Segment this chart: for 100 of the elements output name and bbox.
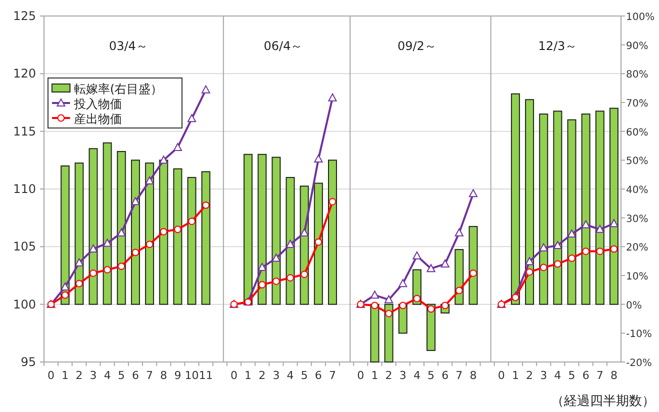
- bar: [272, 156, 281, 305]
- point: [159, 156, 168, 164]
- y2-tick-label: 70%: [626, 98, 648, 110]
- y-tick-label: 115: [13, 124, 36, 138]
- y2-tick-label: 60%: [626, 127, 648, 138]
- point: [413, 294, 421, 302]
- x-tick-label: 4: [286, 369, 294, 382]
- bar: [539, 114, 548, 305]
- y2-tick-label: 40%: [626, 185, 648, 196]
- x-tick-label: 3: [540, 369, 548, 382]
- bar: [159, 160, 168, 305]
- point: [188, 218, 196, 225]
- y2-tick-label: -20%: [626, 358, 652, 369]
- point: [568, 254, 576, 262]
- point: [75, 280, 83, 288]
- y2-tick-label: 100%: [626, 12, 655, 23]
- point: [610, 245, 618, 253]
- point: [272, 278, 280, 285]
- legend-label: 投入物価: [73, 97, 122, 111]
- bar: [286, 176, 295, 305]
- annotation: 06/4～: [264, 39, 303, 53]
- point: [553, 241, 562, 250]
- bar: [130, 160, 140, 305]
- y-tick-label: 100: [13, 297, 36, 312]
- x-tick-label: 6: [582, 369, 590, 382]
- point: [441, 302, 449, 310]
- y2-tick-label: -10%: [626, 329, 652, 340]
- bar: [244, 154, 253, 305]
- bar: [595, 110, 604, 305]
- x-tick-label: 7: [329, 369, 336, 382]
- bar: [102, 142, 112, 305]
- point: [371, 302, 378, 310]
- point: [258, 262, 266, 271]
- annotation: 12/3～: [538, 39, 578, 53]
- bar: [173, 168, 182, 305]
- x-tick-label: 1: [244, 369, 252, 382]
- point: [286, 274, 294, 282]
- x-tick-label: 3: [90, 369, 97, 382]
- bar: [328, 160, 337, 305]
- x-tick-label: 9: [174, 369, 182, 382]
- x-tick-label: 7: [596, 369, 604, 382]
- x-tick-label: 8: [160, 369, 168, 382]
- point: [582, 248, 590, 255]
- y-tick-label: 120: [13, 66, 36, 81]
- point: [554, 260, 562, 268]
- x-tick-label: 11: [198, 369, 213, 382]
- y2-tick-label: 20%: [626, 242, 648, 254]
- y2-tick-label: 30%: [626, 214, 648, 225]
- x-tick-label: 4: [554, 369, 562, 382]
- x-tick-label: 10: [184, 369, 199, 382]
- y2-tick-label: 90%: [626, 40, 648, 52]
- point: [455, 286, 463, 294]
- point: [399, 302, 407, 310]
- point: [525, 257, 534, 266]
- point: [146, 240, 154, 248]
- point: [582, 220, 590, 228]
- x-tick-label: 8: [470, 369, 477, 382]
- x-tick-label: 7: [456, 369, 463, 382]
- x-tick-label: 2: [258, 369, 266, 382]
- y-tick-label: 125: [13, 9, 36, 23]
- point: [314, 238, 322, 246]
- point: [61, 291, 69, 299]
- point: [384, 295, 394, 304]
- point: [187, 114, 196, 122]
- point: [160, 228, 168, 236]
- x-tick-label: 1: [62, 369, 69, 382]
- y2-tick-label: 50%: [626, 156, 648, 168]
- legend-label: 産出物価: [74, 112, 122, 126]
- bar: [314, 182, 323, 305]
- point: [539, 243, 548, 252]
- point: [426, 264, 436, 272]
- point: [103, 238, 112, 247]
- point: [427, 305, 435, 313]
- point: [286, 240, 295, 248]
- point: [328, 93, 337, 102]
- y-tick-label: 110: [13, 182, 36, 196]
- point: [117, 228, 126, 236]
- y2-tick-label: 80%: [626, 70, 648, 81]
- point: [145, 176, 154, 184]
- bar: [581, 114, 590, 305]
- x-axis-title: （経過四半期数）: [551, 394, 655, 409]
- point: [74, 258, 84, 266]
- bar: [74, 162, 84, 305]
- x-tick-label: 4: [413, 369, 420, 382]
- x-tick-label: 3: [272, 369, 280, 382]
- x-tick-label: 1: [371, 369, 378, 382]
- point: [88, 244, 98, 252]
- x-tick-label: 5: [568, 369, 576, 382]
- x-tick-label: 7: [146, 369, 154, 382]
- point: [385, 310, 392, 318]
- bar: [609, 108, 618, 305]
- x-tick-label: 5: [118, 369, 125, 382]
- point: [526, 268, 534, 276]
- point: [174, 226, 182, 234]
- x-tick-label: 0: [48, 369, 55, 382]
- x-tick-label: 4: [104, 369, 111, 382]
- y-tick-label: 105: [13, 240, 36, 254]
- x-tick-label: 6: [442, 369, 449, 382]
- bar: [468, 226, 478, 305]
- point: [300, 228, 309, 236]
